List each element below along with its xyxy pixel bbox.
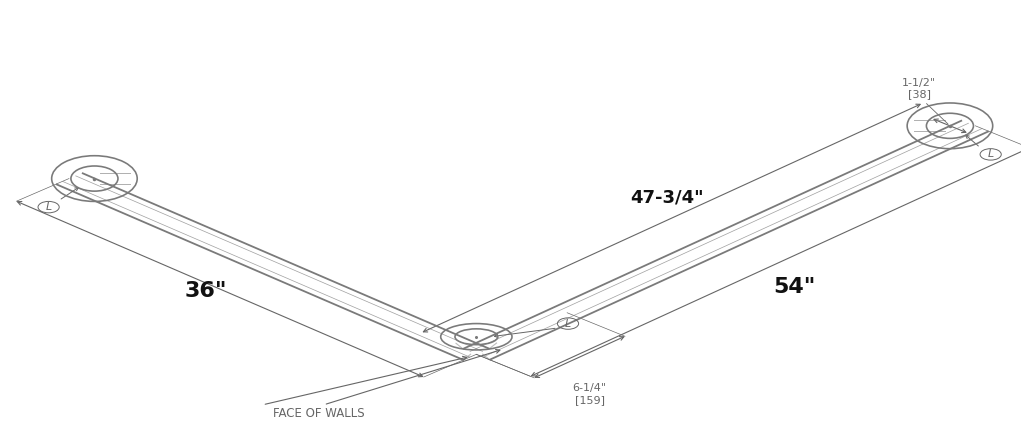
- Text: 54": 54": [773, 277, 816, 297]
- Text: 36": 36": [184, 281, 227, 301]
- FancyArrowPatch shape: [17, 202, 423, 377]
- FancyArrowPatch shape: [423, 104, 921, 332]
- Text: L: L: [987, 150, 994, 159]
- Text: FACE OF WALLS: FACE OF WALLS: [272, 407, 365, 420]
- Text: 1-1/2"
[38]: 1-1/2" [38]: [902, 78, 936, 99]
- Text: L: L: [565, 319, 571, 328]
- FancyArrowPatch shape: [536, 336, 624, 377]
- FancyArrowPatch shape: [531, 148, 1024, 376]
- Text: 47-3/4": 47-3/4": [631, 189, 703, 206]
- Text: 6-1/4"
[159]: 6-1/4" [159]: [572, 384, 607, 405]
- Text: L: L: [45, 202, 52, 212]
- FancyArrowPatch shape: [934, 119, 966, 133]
